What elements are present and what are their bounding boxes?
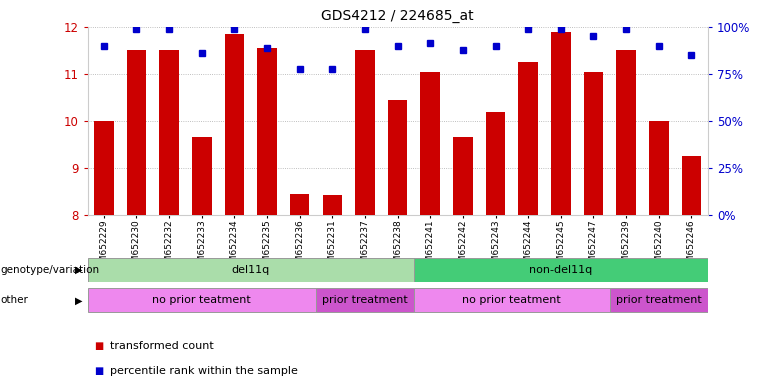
Bar xyxy=(94,121,113,215)
Bar xyxy=(486,112,505,215)
Bar xyxy=(192,137,212,215)
Bar xyxy=(616,50,636,215)
Bar xyxy=(551,31,571,215)
Bar xyxy=(649,121,669,215)
Bar xyxy=(682,156,701,215)
Bar xyxy=(257,48,277,215)
Text: percentile rank within the sample: percentile rank within the sample xyxy=(110,366,298,376)
Text: del11q: del11q xyxy=(231,265,270,275)
Bar xyxy=(88,288,316,313)
Bar xyxy=(414,258,708,282)
Bar xyxy=(316,288,414,313)
Bar xyxy=(414,288,610,313)
Bar xyxy=(290,194,310,215)
Text: ■: ■ xyxy=(94,366,103,376)
Text: prior treatment: prior treatment xyxy=(616,295,702,306)
Bar xyxy=(323,195,342,215)
Bar xyxy=(159,50,179,215)
Bar xyxy=(224,34,244,215)
Bar xyxy=(518,62,538,215)
Bar xyxy=(453,137,473,215)
Text: prior treatment: prior treatment xyxy=(322,295,408,306)
Text: non-del11q: non-del11q xyxy=(529,265,593,275)
Bar xyxy=(388,100,407,215)
Text: no prior teatment: no prior teatment xyxy=(463,295,562,306)
Text: ▶: ▶ xyxy=(75,295,82,306)
Bar xyxy=(610,288,708,313)
Text: genotype/variation: genotype/variation xyxy=(1,265,100,275)
Bar xyxy=(584,71,603,215)
Bar xyxy=(421,71,440,215)
Text: no prior teatment: no prior teatment xyxy=(152,295,251,306)
Bar xyxy=(355,50,374,215)
Text: transformed count: transformed count xyxy=(110,341,214,351)
Bar xyxy=(126,50,146,215)
Title: GDS4212 / 224685_at: GDS4212 / 224685_at xyxy=(321,9,474,23)
Text: ■: ■ xyxy=(94,341,103,351)
Text: other: other xyxy=(1,295,29,306)
Text: ▶: ▶ xyxy=(75,265,82,275)
Bar xyxy=(88,258,414,282)
